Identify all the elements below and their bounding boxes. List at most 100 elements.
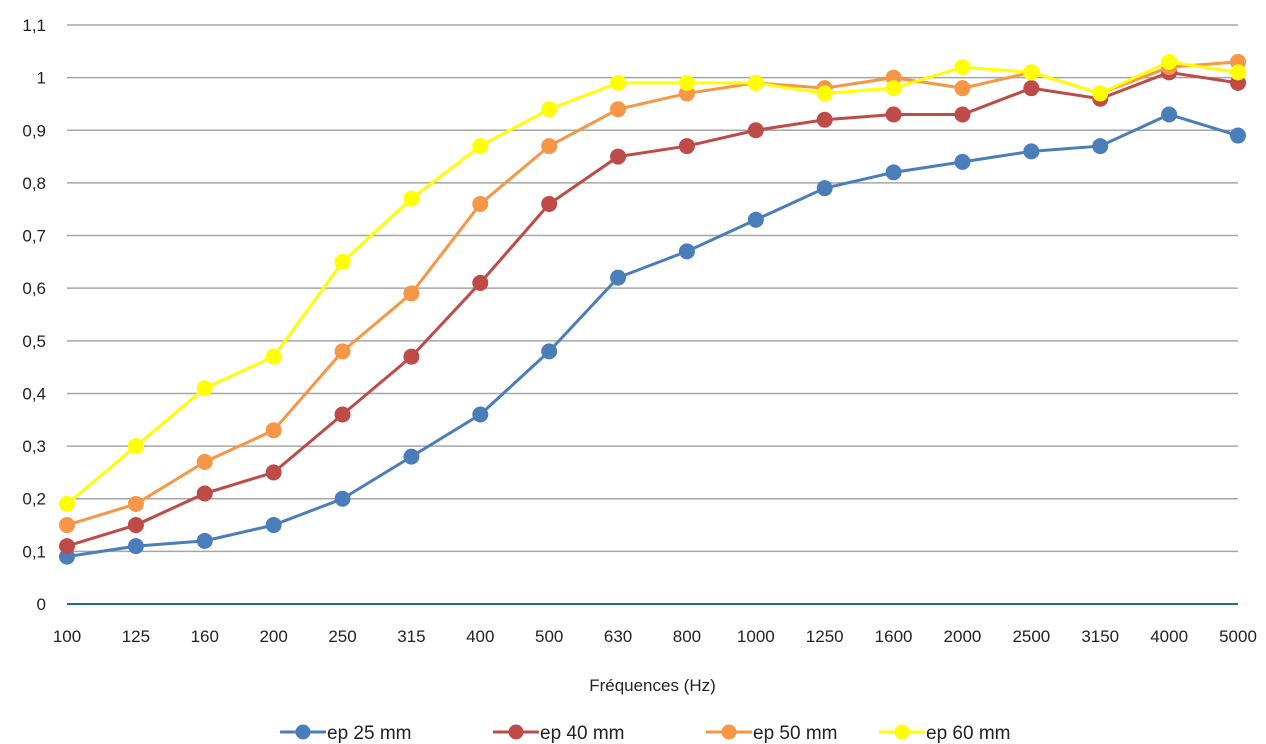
x-tick-label: 1250 <box>806 627 844 646</box>
legend-item: ep 40 mm <box>493 723 624 744</box>
data-point <box>196 380 213 397</box>
data-point <box>196 485 213 502</box>
legend: ep 25 mm ep 40 mm ep 50 mm ep 60 mm <box>280 723 1010 744</box>
data-point <box>127 495 144 512</box>
y-tick-label: 1 <box>37 69 46 88</box>
data-point <box>816 111 833 128</box>
series-group <box>59 53 1246 512</box>
data-point <box>1023 80 1040 97</box>
data-point <box>1230 127 1246 144</box>
data-point <box>678 138 695 155</box>
x-tick-label: 800 <box>673 627 701 646</box>
data-point <box>196 453 213 470</box>
x-tick-label: 500 <box>535 627 563 646</box>
legend-marker <box>721 724 737 740</box>
data-point <box>127 517 144 534</box>
legend-item: ep 50 mm <box>706 723 837 744</box>
data-point <box>127 538 144 555</box>
data-point <box>334 406 351 423</box>
data-point <box>265 517 282 534</box>
y-tick-label: 0,7 <box>22 227 46 246</box>
data-point <box>541 195 558 212</box>
legend-item: ep 25 mm <box>280 723 411 744</box>
data-point <box>127 438 144 455</box>
data-point <box>610 74 627 91</box>
x-tick-label: 100 <box>53 627 81 646</box>
data-point <box>265 422 282 439</box>
x-tick-label: 1600 <box>875 627 913 646</box>
x-tick-label: 1000 <box>737 627 775 646</box>
x-tick-label: 400 <box>466 627 494 646</box>
legend-label: ep 50 mm <box>753 723 837 744</box>
data-point <box>59 538 75 555</box>
x-tick-label: 200 <box>259 627 287 646</box>
data-point <box>541 343 558 360</box>
data-point <box>472 406 489 423</box>
series-line <box>66 112 1239 559</box>
legend-item: ep 60 mm <box>879 723 1010 744</box>
data-point <box>954 106 971 123</box>
data-point <box>472 195 489 212</box>
y-tick-label: 0,8 <box>22 174 46 193</box>
x-tick-label: 2500 <box>1012 627 1050 646</box>
y-tick-label: 0,4 <box>22 384 46 403</box>
data-point <box>816 180 833 197</box>
data-point <box>472 138 489 155</box>
series-group <box>59 106 1246 565</box>
data-point <box>1092 138 1109 155</box>
data-point <box>1092 85 1109 102</box>
data-point <box>747 122 764 139</box>
data-point <box>885 106 902 123</box>
legend-marker <box>295 724 311 740</box>
data-point <box>678 74 695 91</box>
data-point <box>747 74 764 91</box>
data-point <box>334 490 351 507</box>
y-tick-label: 0,6 <box>22 279 46 298</box>
data-point <box>954 153 971 170</box>
data-point <box>1161 106 1178 123</box>
data-point <box>403 285 420 302</box>
data-point <box>1230 64 1246 81</box>
x-tick-label: 250 <box>328 627 356 646</box>
data-point <box>334 253 351 270</box>
x-tick-label: 3150 <box>1081 627 1119 646</box>
legend-marker <box>508 724 524 740</box>
data-point <box>954 59 971 76</box>
data-point <box>472 274 489 291</box>
series-lines <box>59 53 1246 565</box>
data-point <box>610 148 627 165</box>
x-axis-title: Fréquences (Hz) <box>589 676 716 695</box>
data-point <box>1161 53 1178 70</box>
x-axis-tick-labels: 100 125 160 200 250 315 400 500 630 800 1000 1250 16… <box>53 627 1257 646</box>
data-point <box>265 348 282 365</box>
series-line <box>66 70 1239 548</box>
data-point <box>403 190 420 207</box>
series-line <box>66 60 1239 506</box>
legend-marker <box>894 724 910 740</box>
legend-label: ep 25 mm <box>327 723 411 744</box>
x-tick-label: 315 <box>397 627 425 646</box>
data-point <box>334 343 351 360</box>
data-point <box>541 101 558 118</box>
x-tick-label: 630 <box>604 627 632 646</box>
data-point <box>541 138 558 155</box>
legend-label: ep 60 mm <box>926 723 1010 744</box>
data-point <box>1023 64 1040 81</box>
y-axis-tick-labels: 0 0,1 0,2 0,3 0,4 0,5 0,6 0,7 0,8 0,9 1 1,1 <box>22 16 46 614</box>
x-tick-label: 2000 <box>944 627 982 646</box>
series-line <box>66 60 1239 527</box>
data-point <box>403 348 420 365</box>
data-point <box>816 85 833 102</box>
data-point <box>59 517 75 534</box>
x-tick-label: 125 <box>122 627 150 646</box>
series-group <box>59 53 1246 534</box>
data-point <box>265 464 282 481</box>
x-tick-label: 160 <box>191 627 219 646</box>
data-point <box>59 495 75 512</box>
y-tick-label: 0,5 <box>22 332 46 351</box>
data-point <box>403 448 420 465</box>
data-point <box>1023 143 1040 160</box>
gridlines <box>67 24 1238 605</box>
